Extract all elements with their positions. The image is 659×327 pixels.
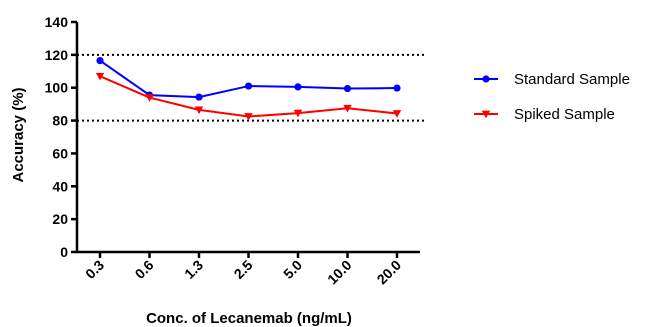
data-point [95, 72, 105, 81]
series-line [99, 75, 398, 118]
x-tick-label: 1.3 [181, 257, 206, 282]
legend-item: Spiked Sample [474, 106, 615, 123]
series-layer [95, 57, 402, 121]
data-point [244, 82, 253, 90]
x-axis-title: Conc. of Lecanemab (ng/mL) [146, 310, 352, 327]
x-tick-label: 10.0 [324, 257, 355, 288]
y-axis-ticks: 0 20 40 60 80 100 120 140 [45, 14, 77, 260]
y-tick-label: 80 [52, 113, 68, 129]
x-tick-label: 0.6 [132, 257, 157, 282]
series-line [99, 59, 398, 99]
x-tick-label: 0.3 [82, 257, 107, 282]
y-tick-label: 140 [45, 14, 69, 30]
data-point [343, 104, 352, 113]
legend-marker [482, 75, 490, 83]
x-tick-label: 5.0 [280, 257, 305, 282]
y-tick-label: 60 [52, 145, 68, 161]
legend-marker [481, 110, 491, 119]
data-point [393, 84, 401, 92]
data-point [194, 106, 204, 115]
series-1 [95, 72, 402, 121]
legend: Standard Sample Spiked Sample [474, 71, 630, 123]
axes [75, 22, 420, 254]
y-tick-label: 20 [52, 211, 68, 227]
y-tick-label: 40 [52, 178, 68, 194]
x-tick-label: 20.0 [374, 257, 405, 288]
y-axis-title: Accuracy (%) [10, 87, 27, 182]
data-point [195, 93, 203, 101]
data-point [392, 110, 402, 118]
data-point [294, 83, 302, 91]
legend-label: Spiked Sample [514, 106, 615, 123]
y-tick-label: 0 [60, 244, 68, 260]
data-point [343, 84, 352, 93]
data-point [96, 57, 104, 65]
x-tick-label: 2.5 [231, 257, 256, 282]
y-tick-label: 100 [45, 80, 69, 96]
data-point [145, 94, 154, 102]
legend-label: Standard Sample [514, 71, 630, 88]
y-tick-label: 120 [45, 47, 69, 63]
x-axis-ticks: 0.3 0.6 1.3 2.5 5.0 10.0 20.0 [82, 252, 404, 287]
legend-item: Standard Sample [474, 71, 630, 88]
reference-lines [77, 53, 426, 122]
data-point [293, 109, 303, 118]
data-point [244, 113, 253, 121]
